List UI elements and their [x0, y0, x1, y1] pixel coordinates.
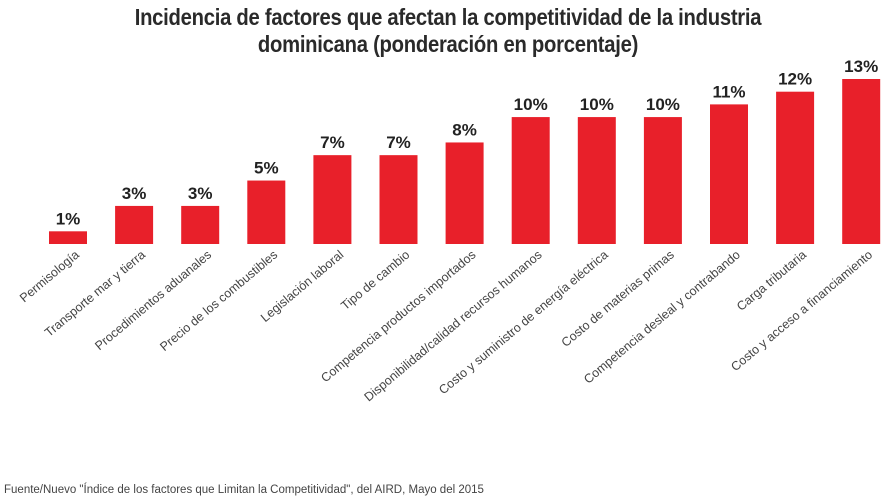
source-note: Fuente/Nuevo "Índice de los factores que…	[4, 484, 484, 496]
bar	[181, 205, 220, 244]
category-label: Permisología	[17, 248, 82, 306]
data-label: 7%	[386, 133, 411, 152]
bar	[445, 142, 484, 244]
bar	[247, 180, 286, 244]
bar	[313, 155, 352, 244]
data-label: 11%	[712, 82, 745, 101]
category-label: Tipo de cambio	[338, 248, 412, 313]
bar	[842, 79, 881, 244]
data-label: 10%	[580, 95, 614, 114]
data-label: 3%	[188, 184, 213, 203]
bar	[776, 91, 815, 244]
data-label: 3%	[122, 184, 147, 203]
data-label: 10%	[514, 95, 548, 114]
bar	[379, 155, 418, 244]
data-label: 12%	[778, 70, 812, 89]
data-label: 5%	[254, 159, 279, 178]
bar	[511, 117, 550, 244]
bar	[49, 231, 87, 244]
category-label: Costo y acceso a financiamiento	[728, 248, 875, 374]
category-label: Procedimientos aduanales	[92, 248, 214, 353]
bar	[710, 104, 748, 244]
category-label: Costo de materias primas	[559, 248, 677, 350]
data-label: 10%	[646, 95, 680, 114]
data-label: 7%	[320, 133, 345, 152]
data-label: 13%	[844, 57, 878, 76]
category-label: Precio de los combustibles	[157, 248, 280, 354]
chart-title-line-1: Incidencia de factores que afectan la co…	[134, 4, 762, 30]
data-label: 1%	[56, 209, 81, 228]
bar	[577, 117, 616, 244]
bar	[643, 117, 682, 244]
data-label: 8%	[452, 120, 477, 139]
chart-title-line-2: dominicana (ponderación en porcentaje)	[257, 31, 639, 57]
bar	[115, 205, 154, 244]
